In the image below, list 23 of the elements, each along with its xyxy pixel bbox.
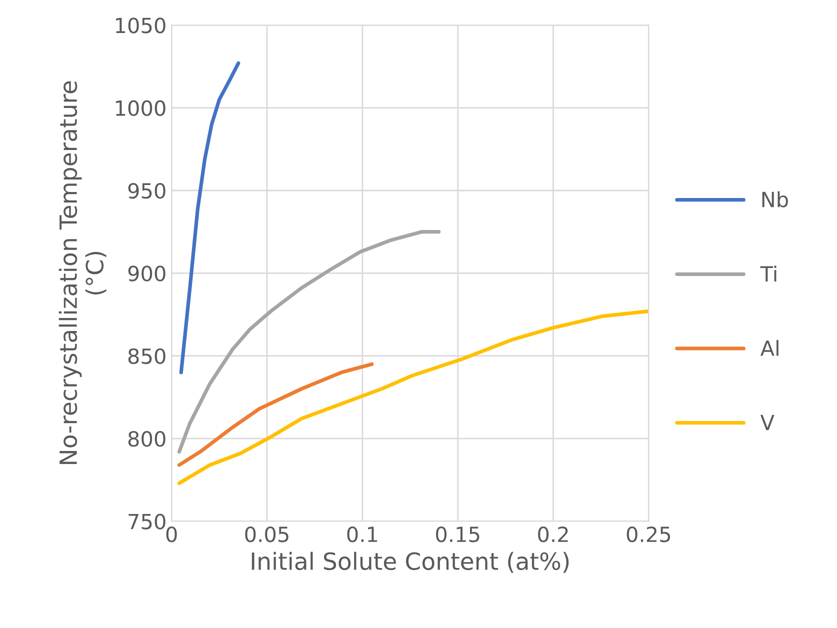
x-tick-label: 0.15 [436,526,480,542]
x-tick-label: 0.1 [347,526,378,542]
y-tick-label: 950 [128,182,166,199]
x-axis-title: Initial Solute Content (at%) [252,552,569,573]
y-tick-label: 850 [128,348,166,364]
x-tick-label: 0.05 [245,526,288,542]
legend-label: Nb [762,191,788,208]
line-series [179,61,240,374]
legend-label: Al [760,340,778,356]
y-tick-label: 900 [128,266,166,282]
x-tick-label: 0 [166,526,177,542]
line-series [177,230,441,454]
y-tick-label: 750 [128,514,166,530]
legend-label: Ti [760,266,776,282]
y-tick-label: 800 [128,431,166,447]
y-tick-label: 1050 [116,18,166,34]
x-tick-label: 0.25 [626,526,670,542]
x-tick-label: 0.2 [538,526,568,542]
line-series [177,309,649,486]
y-tick-label: 1000 [116,100,166,116]
legend-label: V [760,414,774,430]
line-series [177,362,374,467]
y-axis-title: No-recrystallization Temperature (°C) [58,81,106,464]
